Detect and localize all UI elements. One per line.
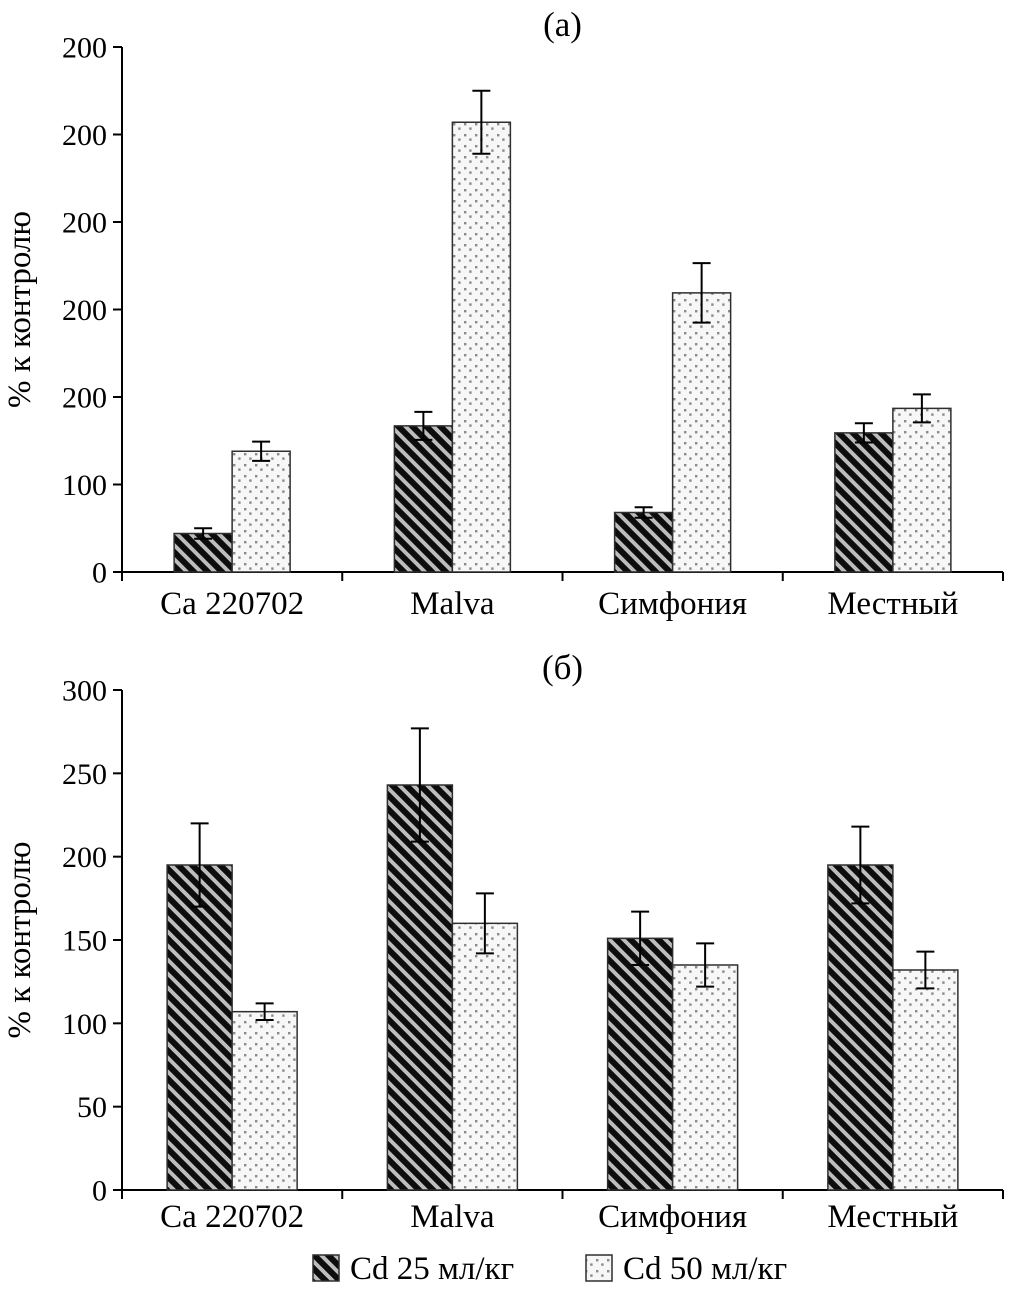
error-bar [475,892,494,955]
error-bar [194,527,213,540]
bar-cd25 [834,432,894,573]
y-tick-label: 200 [62,119,107,152]
error-bar [410,727,429,843]
error-bar [252,440,271,462]
error-bar [634,506,653,519]
figure-legend: Cd 25 мл/кг Cd 50 мл/кг [0,1235,1033,1304]
error-bar [696,942,715,988]
error-bar [912,393,931,424]
y-tick-label: 200 [62,382,107,415]
y-tick-label: 250 [62,758,107,791]
y-tick-label: 300 [62,675,107,708]
y-axis-title: % к контролю [2,841,38,1038]
error-bar [472,89,491,155]
bar-cd50 [451,922,519,1191]
y-tick-label: 200 [62,841,107,874]
y-tick-label: 0 [92,557,107,590]
bar-cd25 [386,784,454,1191]
error-bar [854,422,873,444]
bar-cd50 [231,450,291,573]
legend-label: Cd 25 мл/кг [350,1251,514,1287]
bar-cd50 [231,1010,298,1191]
error-bar [631,910,650,966]
chart-title: (б) [542,648,583,687]
error-bar [692,262,711,324]
y-tick-label: 100 [62,1008,107,1041]
legend-svg: Cd 25 мл/кг Cd 50 мл/кг [312,1251,787,1287]
x-category-label: Ca 220702 [160,586,304,622]
y-tick-label: 100 [62,469,107,502]
bar-cd25 [827,864,894,1191]
x-category-label: Симфония [598,586,747,622]
chart-a-svg: (а) % к контролю 200 200 200 200 200 100 0 Ca 220… [2,5,1004,622]
legend-swatch-cd25 [312,1254,340,1282]
bar-cd25 [166,864,233,1191]
x-category-label: Симфония [598,1199,747,1235]
legend-label: Cd 50 мл/кг [623,1251,787,1287]
y-tick-label: 150 [62,925,107,958]
x-category-label: Местный [827,1199,958,1235]
error-bar [190,822,209,908]
bar-cd50 [671,292,732,573]
legend-swatch-cd50 [585,1254,613,1282]
error-bar [916,950,935,990]
bar-cd50 [671,964,739,1191]
bar-cd25 [613,511,674,573]
error-bar [255,1002,274,1021]
x-category-label: Ca 220702 [160,1199,304,1235]
error-bar [851,825,870,905]
chart-title: (а) [543,5,582,44]
bar-cd25 [393,425,454,573]
y-tick-label: 200 [62,32,107,65]
bar-cd50 [451,121,512,573]
bar-cd50 [892,407,952,573]
y-tick-label: 200 [62,294,107,327]
chart-b-panel: (б) % к контролю 300 250 200 150 100 50 0 Ca 2207… [0,645,1033,1235]
x-category-label: Malva [410,1199,495,1235]
chart-a-panel: (а) % к контролю 200 200 200 200 200 100 0 Ca 220… [0,0,1033,645]
y-tick-label: 0 [92,1175,107,1208]
y-axis-title: % к контролю [2,211,38,408]
bar-cd25 [606,937,674,1191]
chart-b-svg: (б) % к контролю 300 250 200 150 100 50 0 Ca 2207… [2,648,1004,1235]
error-bar [414,410,433,441]
y-tick-label: 200 [62,207,107,240]
y-tick-label: 50 [77,1091,107,1124]
x-category-label: Местный [827,586,958,622]
x-category-label: Malva [410,586,495,622]
bar-cd50 [892,969,959,1191]
